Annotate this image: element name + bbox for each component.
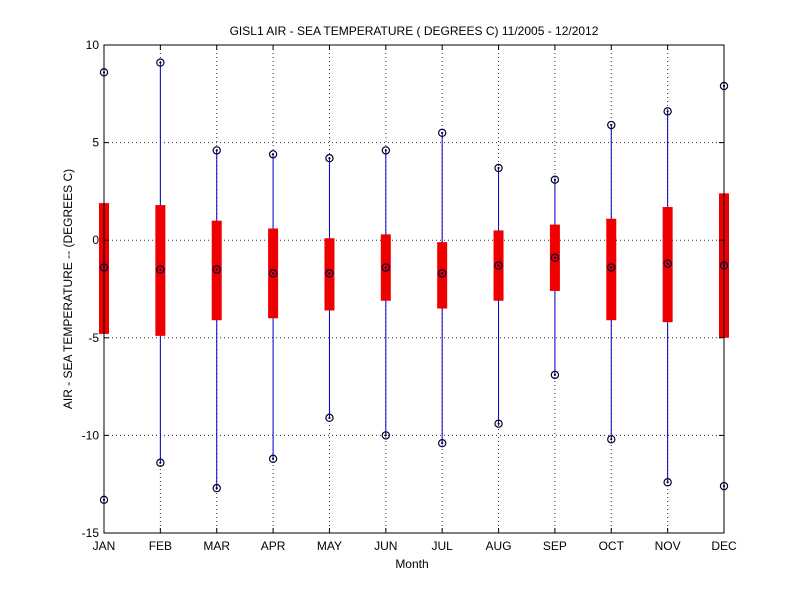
y-tick-label: -5 xyxy=(88,331,99,345)
median-marker xyxy=(325,269,334,278)
y-tick-label: -10 xyxy=(82,428,100,442)
y-axis-label: AIR - SEA TEMPERATURE -- (DEGREES C) xyxy=(61,169,75,409)
x-tick-label: NOV xyxy=(655,539,681,553)
x-tick-label: DEC xyxy=(711,539,737,553)
min-marker xyxy=(437,439,447,448)
x-tick-label: JUL xyxy=(432,539,454,553)
x-tick-label: APR xyxy=(261,539,286,553)
min-marker xyxy=(663,478,672,487)
x-tick-label: FEB xyxy=(149,539,172,553)
median-marker-dot xyxy=(666,262,669,265)
min-marker xyxy=(325,413,334,423)
max-marker xyxy=(550,175,560,184)
median-marker xyxy=(663,259,672,268)
max-marker-dot xyxy=(328,157,331,160)
max-marker-dot xyxy=(441,131,444,134)
max-marker xyxy=(663,107,672,116)
min-marker xyxy=(156,458,165,467)
box-group xyxy=(437,128,448,448)
max-marker xyxy=(325,154,334,163)
max-marker-dot xyxy=(497,166,500,170)
min-marker-dot xyxy=(553,373,557,376)
min-marker xyxy=(550,370,560,380)
median-marker xyxy=(550,253,560,262)
x-tick-label: SEP xyxy=(543,539,567,553)
x-tick-label: MAY xyxy=(317,539,342,553)
box-group xyxy=(606,120,617,444)
box-group xyxy=(211,146,222,493)
median-marker-dot xyxy=(553,256,557,259)
max-marker-dot xyxy=(384,149,387,152)
min-marker-dot xyxy=(328,416,331,419)
x-axis-label: Month xyxy=(395,557,428,571)
max-marker-dot xyxy=(666,110,669,113)
box-group xyxy=(493,163,504,428)
min-marker xyxy=(212,483,221,493)
median-marker xyxy=(494,261,503,270)
min-marker-dot xyxy=(384,434,387,437)
max-marker xyxy=(494,163,503,173)
max-marker xyxy=(156,58,165,67)
median-marker xyxy=(268,269,278,278)
max-marker-dot xyxy=(271,153,275,156)
max-marker xyxy=(212,146,221,155)
iqr-box xyxy=(606,218,617,321)
axis-ticks: -15 -10 -5 0 5 10 JAN FEB MAR APR MAY JUN JUL AUG SEP O… xyxy=(82,38,737,553)
box-group xyxy=(380,146,391,440)
box-group xyxy=(155,58,166,467)
y-tick-label: 0 xyxy=(92,233,99,247)
y-tick-label: 10 xyxy=(86,38,100,52)
median-marker-dot xyxy=(215,268,218,271)
min-marker-dot xyxy=(441,442,444,445)
max-marker xyxy=(268,150,278,159)
min-marker-dot xyxy=(666,481,669,484)
median-marker xyxy=(607,263,616,272)
y-tick-label: 5 xyxy=(92,136,99,150)
iqr-box xyxy=(437,242,448,309)
median-marker-dot xyxy=(497,264,500,267)
x-tick-label: MAR xyxy=(203,539,230,553)
box-group xyxy=(324,154,335,423)
x-tick-label: JAN xyxy=(93,539,116,553)
y-tick-label: -15 xyxy=(82,526,100,540)
max-marker-dot xyxy=(553,178,557,181)
min-marker xyxy=(494,419,503,428)
max-marker xyxy=(607,120,616,130)
min-marker xyxy=(268,454,278,464)
max-marker-dot xyxy=(610,123,613,127)
median-marker xyxy=(437,269,447,278)
box-group xyxy=(268,150,279,464)
x-tick-label: AUG xyxy=(486,539,512,553)
min-marker-dot xyxy=(271,457,275,460)
min-marker-dot xyxy=(215,487,218,490)
box-group xyxy=(662,107,673,487)
median-marker-dot xyxy=(441,272,444,275)
median-marker-dot xyxy=(271,272,275,275)
max-marker xyxy=(437,128,447,138)
plot-background xyxy=(104,45,724,533)
min-marker xyxy=(607,435,616,444)
median-marker xyxy=(156,265,165,274)
x-tick-label: JUN xyxy=(374,539,397,553)
box-group xyxy=(549,175,560,380)
median-marker-dot xyxy=(328,272,331,275)
min-marker-dot xyxy=(159,461,162,464)
min-marker xyxy=(381,431,391,440)
median-marker-dot xyxy=(159,268,162,271)
median-marker-dot xyxy=(384,266,387,269)
median-marker xyxy=(212,265,221,274)
max-marker-dot xyxy=(159,61,162,64)
min-marker-dot xyxy=(610,438,613,441)
max-marker xyxy=(381,146,391,155)
median-marker xyxy=(381,263,391,272)
min-marker-dot xyxy=(497,422,500,425)
median-marker-dot xyxy=(610,266,613,269)
plot-frame xyxy=(103,44,725,534)
x-tick-label: OCT xyxy=(599,539,625,553)
max-marker-dot xyxy=(215,149,218,152)
chart-title: GISL1 AIR - SEA TEMPERATURE ( DEGREES C)… xyxy=(230,24,599,38)
